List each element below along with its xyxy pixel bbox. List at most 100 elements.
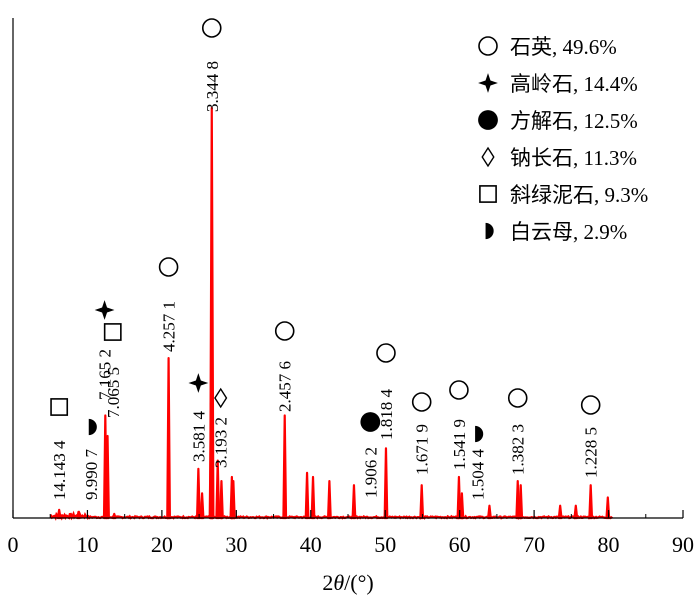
peak-marker-12 <box>449 380 469 400</box>
peak-0 <box>56 508 62 520</box>
peak-marker-12-shape <box>449 380 469 400</box>
peak-label-8: 2.457 6 <box>276 361 295 412</box>
legend-marker-5-shape <box>485 222 494 240</box>
peak-4 <box>111 512 117 520</box>
peak-marker-15 <box>580 395 601 415</box>
peak-5 <box>166 357 171 520</box>
peak-marker-4 <box>158 257 179 277</box>
peak-marker-11-shape <box>411 392 432 412</box>
peak-15 <box>304 471 310 520</box>
legend-marker-5 <box>485 222 494 240</box>
legend-marker-3 <box>481 146 495 168</box>
peak-14 <box>282 414 288 520</box>
peak-23 <box>487 504 492 520</box>
peak-label-13: 1.504 4 <box>469 449 488 501</box>
peak-label-10: 1.818 4 <box>377 389 396 441</box>
peak-marker-1-shape <box>88 418 97 436</box>
x-tick-label-80: 80 <box>598 532 620 557</box>
legend-label-4: 斜绿泥石, 9.3% <box>510 183 648 207</box>
peak-marker-11 <box>411 392 432 412</box>
peak-marker-5-shape <box>188 373 209 393</box>
peak-marker-6 <box>214 387 228 409</box>
legend: 石英, 49.6% 高岭石, 14.4% 方解石, 12.5% 钠长石, 11.3% 斜… <box>478 35 648 244</box>
peak-label-5: 3.581 4 <box>189 411 208 463</box>
peak-marker-5 <box>188 373 209 393</box>
x-axis-title-symbol: θ <box>333 570 344 595</box>
legend-marker-2 <box>478 110 498 130</box>
peak-13 <box>230 480 236 520</box>
x-axis-title: 2θ/(°) <box>322 570 373 595</box>
x-tick-label-40: 40 <box>300 532 322 557</box>
legend-marker-0-shape <box>478 36 498 56</box>
peak-marker-9 <box>360 412 381 432</box>
peak-marker-3-shape <box>103 323 122 341</box>
x-axis-title-prefix: 2 <box>322 570 333 595</box>
peak-label-6: 3.193 2 <box>212 417 231 468</box>
peak-26 <box>557 504 563 520</box>
peak-marker-13 <box>475 425 484 443</box>
x-tick-label-20: 20 <box>151 532 173 557</box>
annotations-layer: 14.143 4 9.990 7 7.165 27.065 5 4.257 1 3.58… <box>50 18 601 501</box>
legend-marker-0 <box>478 36 498 56</box>
peak-22 <box>459 492 465 520</box>
peak-marker-15-shape <box>580 395 601 415</box>
x-tick-label-70: 70 <box>523 532 545 557</box>
peak-label-1: 9.990 7 <box>82 449 101 501</box>
x-axis-title-suffix: /(°) <box>344 570 374 595</box>
peak-marker-2-shape <box>94 300 115 320</box>
peak-17 <box>326 480 332 520</box>
x-tick-label-30: 30 <box>225 532 247 557</box>
x-tick-label-50: 50 <box>374 532 396 557</box>
legend-label-3: 钠长石, 11.3% <box>510 146 637 170</box>
peak-marker-2 <box>94 300 115 320</box>
peak-label-2: 7.165 2 <box>96 349 115 400</box>
peak-marker-10-shape <box>376 343 396 363</box>
legend-marker-3-shape <box>481 146 495 168</box>
peak-marker-8 <box>274 321 295 341</box>
peak-label-15: 1.228 5 <box>582 427 601 478</box>
peak-marker-3 <box>103 323 122 341</box>
peak-20 <box>419 484 425 520</box>
legend-marker-2-shape <box>478 110 498 130</box>
peak-label-4: 4.257 1 <box>160 301 179 352</box>
peak-16 <box>310 475 316 520</box>
legend-marker-4-shape <box>479 185 497 203</box>
axes-layer: 0 10 20 30 40 50 60 70 80 90 <box>8 18 694 557</box>
peak-marker-14 <box>507 388 528 408</box>
peak-label-7: 3.344 8 <box>203 61 222 112</box>
peak-marker-1 <box>88 418 97 436</box>
peak-11 <box>219 480 224 520</box>
peak-marker-6-shape <box>214 387 228 409</box>
peak-28 <box>588 484 594 520</box>
legend-marker-1-shape <box>478 73 498 93</box>
legend-label-5: 白云母, 2.9% <box>510 220 627 244</box>
peak-25 <box>518 484 524 520</box>
legend-marker-1 <box>478 73 498 93</box>
peak-18 <box>351 484 357 520</box>
peak-marker-9-shape <box>360 412 381 432</box>
x-tick-label-0: 0 <box>8 532 19 557</box>
legend-label-1: 高岭石, 14.4% <box>510 72 638 96</box>
peak-label-12: 1.541 9 <box>450 419 469 470</box>
peak-marker-7 <box>201 18 222 38</box>
legend-label-0: 石英, 49.6% <box>510 35 617 59</box>
peak-label-9: 1.906 2 <box>361 447 380 498</box>
peak-label-0: 14.143 4 <box>50 440 69 500</box>
peak-marker-13-shape <box>475 425 484 443</box>
peak-label-11: 1.671 9 <box>413 424 432 475</box>
peak-marker-4-shape <box>158 257 179 277</box>
peak-marker-10 <box>376 343 396 363</box>
x-tick-label-10: 10 <box>76 532 98 557</box>
peak-6 <box>195 467 201 520</box>
peak-marker-7-shape <box>201 18 222 38</box>
peak-10 <box>215 459 221 520</box>
peak-27 <box>573 504 579 520</box>
peak-marker-14-shape <box>507 388 528 408</box>
peak-19 <box>383 447 389 520</box>
legend-marker-4 <box>479 185 497 203</box>
peak-marker-0-shape <box>50 398 69 416</box>
peak-3 <box>105 434 110 520</box>
peak-1 <box>76 510 81 520</box>
peak-marker-8-shape <box>274 321 295 341</box>
